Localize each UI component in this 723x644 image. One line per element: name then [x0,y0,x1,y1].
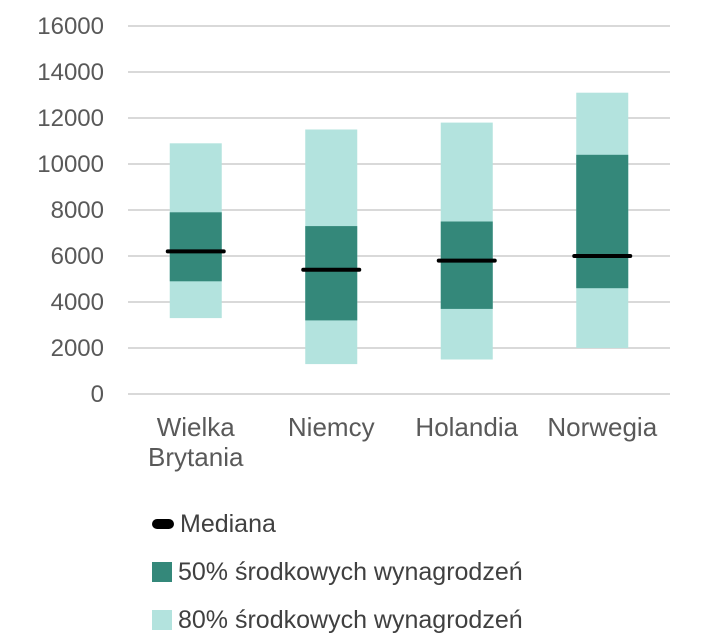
x-axis-categories: Wielka Brytania Niemcy Holandia Norwegia [148,412,658,472]
category-label: Holandia [415,412,518,442]
bars [165,92,633,365]
legend-swatch-50pct [152,562,172,582]
y-tick-label: 2000 [51,335,104,362]
category-label: Norwegia [547,412,657,442]
range-chart: 0 2000 4000 6000 8000 10000 12000 14000 16000 Wi… [37,13,670,472]
y-axis-ticks: 0 2000 4000 6000 8000 10000 12000 14000 16000 [37,13,104,408]
bar-50pct [440,221,493,309]
legend-label-50pct: 50% środkowych wynagrodzeń [178,557,523,586]
y-tick-label: 0 [91,381,104,408]
bar-50pct [305,226,358,321]
bar-50pct [576,154,629,289]
legend-label-median: Mediana [180,509,276,538]
y-tick-label: 12000 [37,105,104,132]
y-tick-label: 10000 [37,151,104,178]
category-label: Niemcy [288,412,375,442]
y-tick-label: 14000 [37,59,104,86]
y-tick-label: 4000 [51,289,104,316]
legend-swatch-80pct [152,610,172,630]
legend-item-median: Mediana [152,500,523,548]
bar-50pct [169,212,222,282]
y-tick-label: 8000 [51,197,104,224]
legend-item-50pct: 50% środkowych wynagrodzeń [152,548,523,596]
y-tick-label: 16000 [37,13,104,40]
y-tick-label: 6000 [51,243,104,270]
legend: Mediana 50% środkowych wynagrodzeń 80% ś… [152,500,523,644]
legend-label-80pct: 80% środkowych wynagrodzeń [178,605,523,634]
legend-item-80pct: 80% środkowych wynagrodzeń [152,596,523,644]
legend-swatch-median [152,519,174,529]
category-label: Wielka Brytania [148,412,244,472]
